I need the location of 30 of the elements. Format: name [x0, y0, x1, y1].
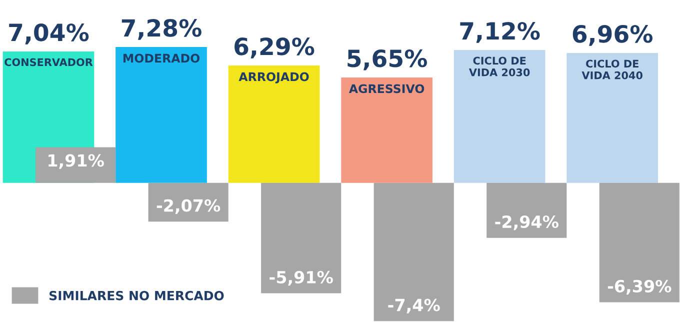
data-label: 6,29% [234, 37, 314, 58]
x-tick-label: CONSERVADOR [4, 58, 93, 66]
bar [566, 53, 658, 183]
data-label: 6,96% [572, 24, 653, 46]
data-label: 7,28% [122, 19, 202, 40]
bar [228, 66, 320, 183]
bar [374, 182, 454, 322]
x-tick-label: AGRESSIVO [348, 84, 424, 94]
data-label: -2,07% [156, 199, 220, 214]
bar [486, 182, 567, 238]
x-tick-label: CICLO DE VIDA 2040 [582, 60, 642, 80]
data-label: 7,04% [9, 23, 89, 44]
x-tick-label: CICLO DE VIDA 2030 [468, 56, 530, 76]
bar [116, 47, 207, 183]
data-label: 7,12% [460, 22, 540, 43]
data-label: -6,39% [608, 280, 672, 295]
bar [454, 50, 546, 183]
data-label: -2,94% [495, 215, 558, 230]
legend-label: SIMILARES NO MERCADO [50, 290, 224, 300]
data-label: -5,91% [270, 270, 333, 286]
x-tick-label: ARROJADO [238, 72, 309, 84]
bar [341, 77, 432, 183]
data-label: -7,4% [388, 298, 440, 314]
x-tick-label: MODERADO [123, 54, 200, 63]
bar [261, 182, 342, 294]
bar [148, 182, 228, 222]
data-label: 5,65% [348, 49, 428, 70]
data-label: 1,91% [48, 154, 104, 169]
bar [599, 182, 680, 302]
bar [36, 147, 116, 183]
